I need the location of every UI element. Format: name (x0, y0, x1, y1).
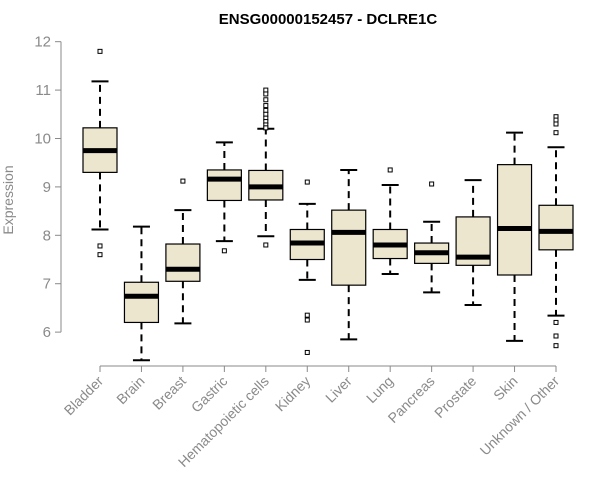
chart-title: ENSG00000152457 - DCLRE1C (219, 11, 438, 28)
x-tick-label: Bladder (61, 373, 107, 419)
x-tick-label: Skin (490, 373, 521, 404)
y-tick-label: 12 (34, 34, 51, 51)
iqr-box (165, 243, 201, 282)
outlier-point (263, 103, 269, 109)
iqr-box (331, 209, 367, 286)
x-tick-label: Liver (322, 373, 355, 406)
y-tick-label: 6 (43, 324, 51, 341)
iqr-box (538, 204, 574, 251)
outlier-point (263, 242, 269, 248)
box-group (496, 131, 533, 342)
outlier-point (387, 167, 393, 173)
iqr-box (206, 169, 242, 202)
iqr-box (496, 164, 533, 276)
box-group (372, 167, 408, 276)
y-tick-label: 10 (34, 130, 51, 147)
x-tick-label: Prostate (431, 373, 479, 421)
outlier-point (429, 181, 435, 187)
outlier-point (553, 121, 559, 127)
box-group (455, 179, 491, 307)
x-tick-label: Breast (149, 373, 189, 413)
y-tick-label: 9 (43, 179, 51, 196)
x-tick-label: Kidney (272, 373, 314, 415)
outlier-point (263, 97, 269, 103)
iqr-box (123, 281, 160, 324)
y-axis-label: Expression (0, 165, 16, 234)
box-group (414, 181, 450, 294)
outlier-point (180, 178, 186, 184)
outlier-point (221, 248, 227, 254)
outlier-point (553, 343, 559, 349)
y-tick-label: 8 (43, 227, 51, 244)
y-tick-label: 7 (43, 276, 51, 293)
outlier-point (97, 48, 103, 54)
outlier-point (553, 333, 559, 339)
x-tick-label: Lung (363, 373, 396, 406)
boxes (82, 48, 574, 362)
box-group (165, 178, 201, 325)
outlier-point (263, 91, 269, 97)
outlier-point (304, 317, 310, 323)
outlier-point (304, 312, 310, 318)
box-group (123, 225, 160, 362)
outlier-point (97, 243, 103, 249)
y-tick-label: 11 (35, 82, 51, 99)
box-group (538, 114, 574, 349)
outlier-point (97, 252, 103, 258)
outlier-point (553, 319, 559, 325)
box-group (289, 179, 325, 355)
box-group (331, 168, 367, 341)
x-tick-label: Unknown / Other (477, 373, 563, 459)
x-tick-label: Brain (113, 373, 147, 407)
outlier-point (304, 179, 310, 185)
box-group (248, 87, 284, 248)
outlier-point (553, 130, 559, 136)
box-group (82, 48, 118, 258)
outlier-point (263, 125, 269, 131)
outlier-point (304, 349, 310, 355)
axes: 6 7 8 9 10 11 12 (34, 34, 557, 372)
box-group (206, 141, 242, 254)
